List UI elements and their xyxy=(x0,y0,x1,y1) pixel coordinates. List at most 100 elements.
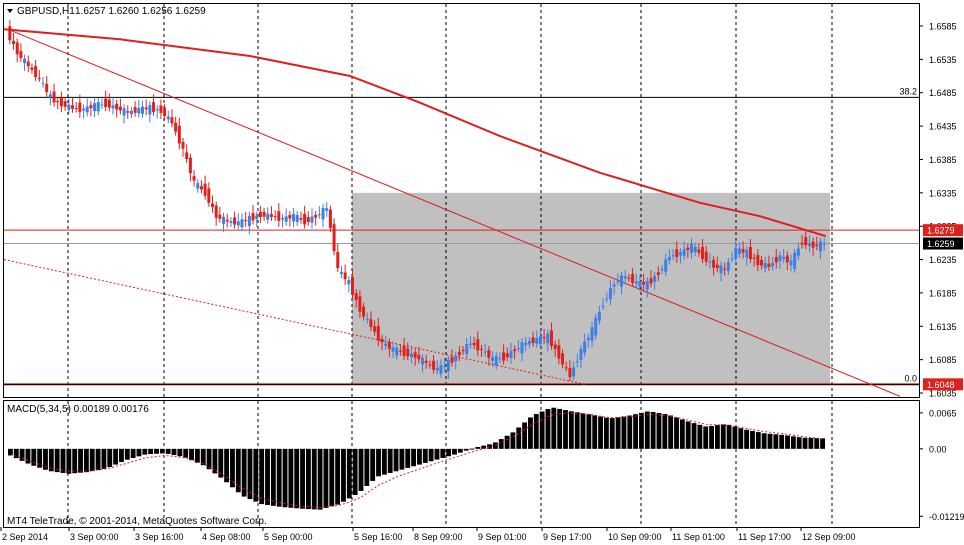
candle-body xyxy=(140,106,144,114)
macd-bar xyxy=(726,424,732,449)
candle-body xyxy=(380,338,384,343)
range-rectangle xyxy=(352,192,830,385)
macd-bar xyxy=(767,433,773,449)
candle-body xyxy=(796,248,800,256)
price-tag xyxy=(923,224,963,237)
macd-bar xyxy=(253,448,259,502)
x-tick-label: 5 Sep 16:00 xyxy=(354,532,403,542)
candle-body xyxy=(590,327,594,341)
candle-body xyxy=(174,122,178,132)
candle-body xyxy=(767,263,771,267)
candle-body xyxy=(549,330,553,346)
candle-body xyxy=(258,211,262,218)
x-tick-label: 11 Sep 01:00 xyxy=(672,532,725,542)
candle-body xyxy=(48,94,52,98)
range-box xyxy=(352,192,830,385)
x-tick-label: 9 Sep 01:00 xyxy=(478,532,527,542)
candle-body xyxy=(247,215,251,227)
candle-body xyxy=(192,176,196,181)
macd-frame xyxy=(3,400,920,528)
candle-body xyxy=(811,241,815,248)
candle-body xyxy=(240,219,244,228)
candle-body xyxy=(30,67,34,70)
macd-bar xyxy=(533,414,539,449)
candle-body xyxy=(712,259,716,268)
candle-body xyxy=(494,356,498,366)
macd-bar xyxy=(259,448,265,505)
macd-bar xyxy=(60,448,66,473)
macd-bar xyxy=(171,448,177,456)
candle-body xyxy=(737,248,741,254)
candle-body xyxy=(748,247,752,260)
macd-y-tick-label: 0.00 xyxy=(929,444,947,454)
macd-bar xyxy=(750,430,755,449)
candle-body xyxy=(155,109,159,111)
x-tick-label: 12 Sep 09:00 xyxy=(802,532,856,542)
candle-body xyxy=(664,259,668,272)
candle-body xyxy=(37,77,41,79)
candle-body xyxy=(129,110,133,115)
macd-bar xyxy=(235,448,241,493)
macd-bar xyxy=(790,436,796,449)
price-tag xyxy=(923,237,963,250)
candle-body xyxy=(233,217,237,225)
candle-body xyxy=(557,345,561,359)
macd-bar xyxy=(387,448,393,473)
candle-body xyxy=(82,108,86,111)
candle-body xyxy=(778,255,782,262)
candle-body xyxy=(682,249,686,256)
macd-bar xyxy=(551,407,557,449)
candle-body xyxy=(697,249,701,253)
candle-body xyxy=(207,188,211,203)
candle-body xyxy=(8,26,12,41)
candle-body xyxy=(756,255,760,266)
candle-body xyxy=(505,353,509,358)
macd-bar xyxy=(142,448,148,455)
candle-body xyxy=(59,97,63,107)
candle-body xyxy=(642,281,646,285)
candle-body xyxy=(472,342,476,346)
candle-body xyxy=(196,183,200,189)
macd-bar xyxy=(265,448,270,505)
macd-bar xyxy=(580,413,586,449)
candle-body xyxy=(126,111,130,113)
chevron-down-icon[interactable] xyxy=(7,9,13,13)
y-tick-label: 1.6485 xyxy=(929,88,957,98)
macd-bar xyxy=(633,414,639,449)
candle-body xyxy=(542,337,546,339)
candle-body xyxy=(468,343,472,345)
candle-body xyxy=(177,125,181,144)
candle-body xyxy=(211,203,214,207)
macd-bar xyxy=(393,448,399,472)
macd-bar xyxy=(346,448,352,499)
macd-bar xyxy=(107,448,113,468)
candle-body xyxy=(369,319,373,328)
trendlines xyxy=(3,28,901,397)
horizontal-levels: 38.2 0.0 xyxy=(4,86,919,386)
candle-body xyxy=(656,272,660,276)
macd-bar xyxy=(276,448,282,507)
macd-bar xyxy=(130,448,136,458)
candle-body xyxy=(111,105,115,109)
candle-body xyxy=(365,318,369,320)
ohlc-readout: 1.6257 1.6260 1.6256 1.6259 xyxy=(75,6,206,17)
macd-bar xyxy=(755,432,761,449)
candle-body xyxy=(752,257,756,259)
candle-body xyxy=(336,252,340,269)
macd-y-tick-label: -0.01219 xyxy=(929,512,964,522)
candle-body xyxy=(144,107,148,110)
macd-bar xyxy=(545,409,551,449)
macd-bar xyxy=(668,415,674,449)
x-tick-label: 8 Sep 09:00 xyxy=(414,532,463,542)
candle-body xyxy=(85,106,89,113)
candle-body xyxy=(564,367,568,369)
macd-bar xyxy=(323,448,329,508)
candle-body xyxy=(800,242,804,245)
macd-bar xyxy=(148,448,154,455)
y-tick-label: 1.6535 xyxy=(929,55,957,65)
macd-bar xyxy=(714,425,720,449)
macd-bar xyxy=(744,429,750,449)
candle-body xyxy=(12,40,16,44)
candles xyxy=(8,20,826,382)
macd-bar xyxy=(311,448,317,510)
